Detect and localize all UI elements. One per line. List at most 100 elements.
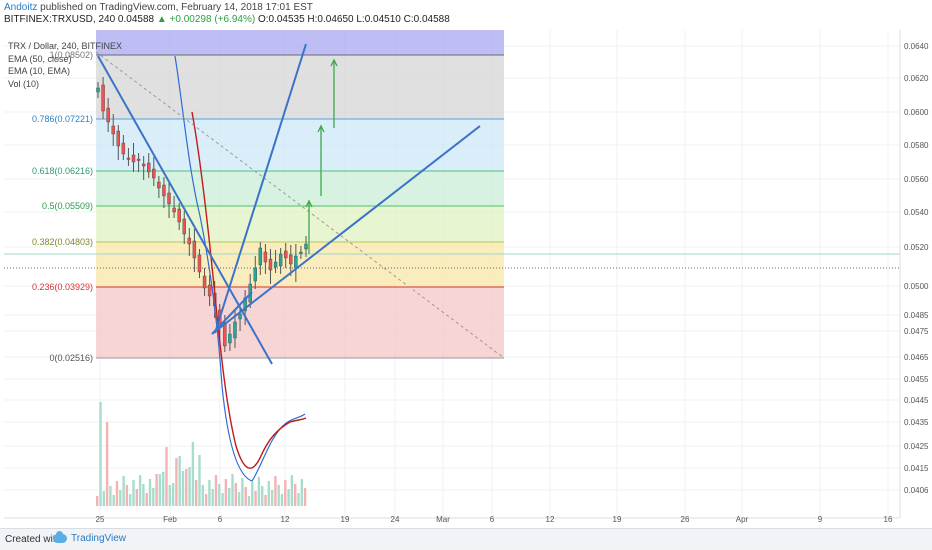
candle-body xyxy=(157,181,161,189)
candle-body xyxy=(116,130,120,147)
time-tick-label: 16 xyxy=(884,515,893,524)
price-tick-label: 0.0445 xyxy=(904,396,929,405)
candle-body xyxy=(253,267,257,282)
author-link[interactable]: Andoitz xyxy=(4,2,38,13)
top-bar: Andoitz published on TradingView.com, Fe… xyxy=(0,0,932,26)
candle-body xyxy=(294,255,298,269)
candle-body xyxy=(147,162,151,173)
change-arrow-icon: ▲ xyxy=(156,14,167,25)
created-with-text: Created with xyxy=(5,534,62,545)
candle-body xyxy=(207,284,212,297)
price-tick-label: 0.0560 xyxy=(904,175,929,184)
price-change: +0.00298 (+6.94%) xyxy=(169,14,256,25)
price-tick-label: 0.0475 xyxy=(904,327,929,336)
ema-lines xyxy=(174,55,307,482)
candle-body xyxy=(258,247,263,266)
volume-bar xyxy=(168,485,171,506)
volume-bar xyxy=(171,483,175,506)
volume-bar xyxy=(122,476,125,506)
candle-body xyxy=(177,208,181,223)
candle-body xyxy=(172,207,176,213)
fib-label-0.786: 0.786(0.07221) xyxy=(32,114,93,124)
volume-bars xyxy=(96,402,307,506)
symbol-info: BITFINEX:TRXUSD, 240 0.04588 ▲ +0.00298 … xyxy=(4,14,450,25)
price-tick-label: 0.0465 xyxy=(904,353,929,362)
publish-info: Andoitz published on TradingView.com, Fe… xyxy=(4,2,313,13)
ema-slow-line xyxy=(191,111,307,469)
time-tick-label: 19 xyxy=(341,515,350,524)
volume-bar xyxy=(294,484,297,506)
volume-bar xyxy=(303,488,307,506)
fib-band-0.618 xyxy=(96,119,504,171)
volume-bar xyxy=(267,481,270,506)
volume-bar xyxy=(145,493,148,506)
volume-bar xyxy=(152,488,155,506)
candle-body xyxy=(284,250,288,259)
volume-bar xyxy=(112,495,115,506)
legend-ema50[interactable]: EMA (50, close) xyxy=(8,53,72,64)
candle-body xyxy=(202,275,207,289)
volume-bar xyxy=(237,492,241,506)
volume-bar xyxy=(204,494,208,506)
time-tick-label: Feb xyxy=(163,515,177,524)
candle-body xyxy=(223,322,227,347)
ascending-steep-trendline xyxy=(214,43,307,334)
time-tick-label: 12 xyxy=(281,515,290,524)
candle-body xyxy=(141,163,146,167)
candle-body xyxy=(289,254,293,265)
volume-bar xyxy=(142,484,145,506)
tradingview-logo-icon xyxy=(53,531,67,543)
price-chart[interactable]: 0(0.02516) 0.236(0.03929) 0.382(0.04803) 0.… xyxy=(0,26,932,528)
volume-bar xyxy=(257,477,261,506)
ohlc-values: O:0.04535 H:0.04650 L:0.04510 C:0.04588 xyxy=(257,14,450,25)
price-tick-label: 0.0520 xyxy=(904,243,929,252)
volume-bar xyxy=(221,493,224,506)
price-tick-label: 0.0455 xyxy=(904,375,929,384)
legend-volume[interactable]: Vol (10) xyxy=(8,78,40,89)
fib-label-0.5: 0.5(0.05509) xyxy=(42,201,93,211)
time-tick-label: 25 xyxy=(96,515,105,524)
volume-bar xyxy=(244,487,247,506)
fib-band-top xyxy=(96,30,504,55)
legend-ema10[interactable]: EMA (10, EMA) xyxy=(8,66,71,76)
candle-body xyxy=(152,168,156,179)
volume-bar xyxy=(254,491,257,506)
volume-bar xyxy=(105,422,109,506)
time-tick-label: 19 xyxy=(613,515,622,524)
short-trendline xyxy=(211,291,253,335)
candle-body xyxy=(111,125,115,135)
price-tick-label: 0.0620 xyxy=(904,74,929,83)
candle-body xyxy=(101,84,105,112)
diagonal-dashed-line xyxy=(95,51,505,359)
fib-label-0: 0(0.02516) xyxy=(49,353,93,363)
volume-bar xyxy=(185,469,188,506)
volume-bar xyxy=(208,480,211,506)
volume-bar xyxy=(300,479,303,506)
volume-bar xyxy=(270,490,274,506)
volume-bar xyxy=(198,455,201,506)
candle-body xyxy=(263,251,268,263)
tradingview-link[interactable]: TradingView xyxy=(53,531,126,544)
target-arrow-head xyxy=(305,199,313,208)
price-tick-label: 0.0435 xyxy=(904,418,929,427)
volume-bar xyxy=(228,488,231,506)
volume-bar xyxy=(99,402,102,506)
volume-bar xyxy=(290,475,294,506)
last-price: 0.04588 xyxy=(117,14,155,25)
target-arrow-head xyxy=(317,124,325,133)
price-tick-label: 0.0640 xyxy=(904,42,929,51)
volume-bar xyxy=(191,442,195,506)
time-tick-label: Apr xyxy=(736,515,749,524)
volume-bar xyxy=(119,490,122,506)
time-tick-label: 24 xyxy=(391,515,400,524)
time-axis: 25 Feb 6 12 19 24 Mar 6 12 19 26 Apr 9 16 xyxy=(4,515,900,524)
candle-body xyxy=(96,87,100,93)
candle-body xyxy=(192,240,197,259)
candle-body xyxy=(299,251,303,254)
price-tick-label: 0.0540 xyxy=(904,208,929,217)
time-tick-label: Mar xyxy=(436,515,450,524)
volume-bar xyxy=(148,479,152,506)
legend-title: TRX / Dollar, 240, BITFINEX xyxy=(8,41,123,51)
fib-band-0 xyxy=(96,287,504,358)
candle-body xyxy=(136,158,141,161)
